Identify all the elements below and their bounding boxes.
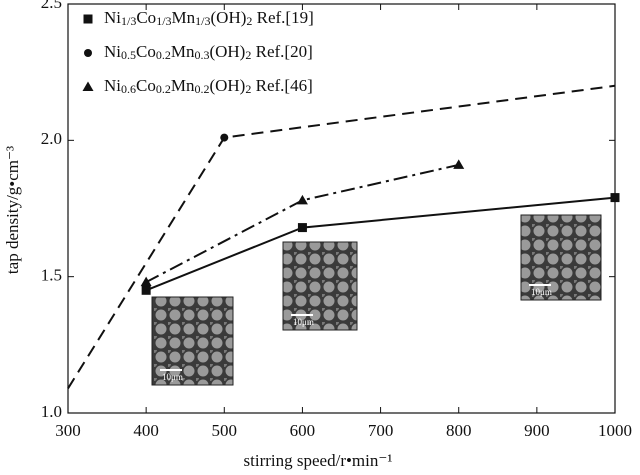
scale-label: 10μm [531,287,552,297]
x-tick-label: 400 [133,421,159,440]
series-line [145,163,459,284]
marker [141,285,151,295]
y-axis-label: tap density/g•cm⁻³ [3,146,22,274]
legend-label: Ni0.5Co0.2Mn0.3(OH)2 Ref.[20] [104,42,313,62]
scale-label: 10μm [162,372,183,382]
legend-marker [83,14,93,24]
x-tick-label: 300 [55,421,81,440]
x-tick-label: 700 [368,421,394,440]
marker [140,276,152,287]
legend-label: Ni0.6Co0.2Mn0.2(OH)2 Ref.[46] [104,76,313,96]
legend-marker [82,81,94,91]
x-tick-label: 900 [524,421,550,440]
x-tick-label: 1000 [598,421,632,440]
marker [296,194,308,205]
marker [220,133,229,142]
marker [453,159,465,169]
scale-label: 10μm [293,317,314,327]
legend-marker [84,49,92,57]
x-tick-label: 800 [446,421,472,440]
x-axis-label: stirring speed/r•min⁻¹ [244,451,393,470]
y-tick-label: 2.5 [41,0,62,12]
x-tick-label: 500 [212,421,238,440]
y-tick-label: 1.5 [41,266,62,285]
marker [610,193,620,203]
y-tick-label: 1.0 [41,402,62,421]
plot-frame [67,3,616,414]
marker [297,223,307,233]
x-tick-label: 600 [290,421,316,440]
y-tick-label: 2.0 [41,129,62,148]
legend-label: Ni1/3Co1/3Mn1/3(OH)2 Ref.[19] [104,8,314,28]
